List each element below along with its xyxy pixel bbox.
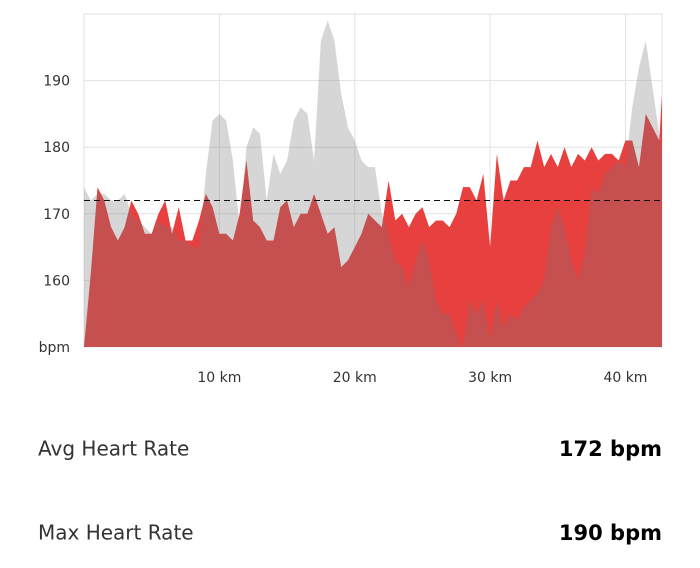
- x-tick-label: 40 km: [603, 370, 647, 386]
- area: [84, 93, 662, 347]
- stat-label: Avg Heart Rate: [38, 437, 189, 461]
- y-tick-label: 180: [43, 140, 70, 156]
- y-tick-label: 190: [43, 74, 70, 90]
- x-tick-label: 10 km: [197, 370, 241, 386]
- area: [84, 20, 662, 347]
- y-tick-label: 170: [43, 207, 70, 223]
- stat-label: Max Heart Rate: [38, 521, 194, 545]
- stat-value: 172 bpm: [559, 437, 662, 461]
- x-tick-label: 30 km: [468, 370, 512, 386]
- stat-value: 190 bpm: [559, 521, 662, 545]
- y-tick-label: bpm: [39, 340, 70, 356]
- x-tick-label: 20 km: [333, 370, 377, 386]
- y-tick-label: 160: [43, 273, 70, 289]
